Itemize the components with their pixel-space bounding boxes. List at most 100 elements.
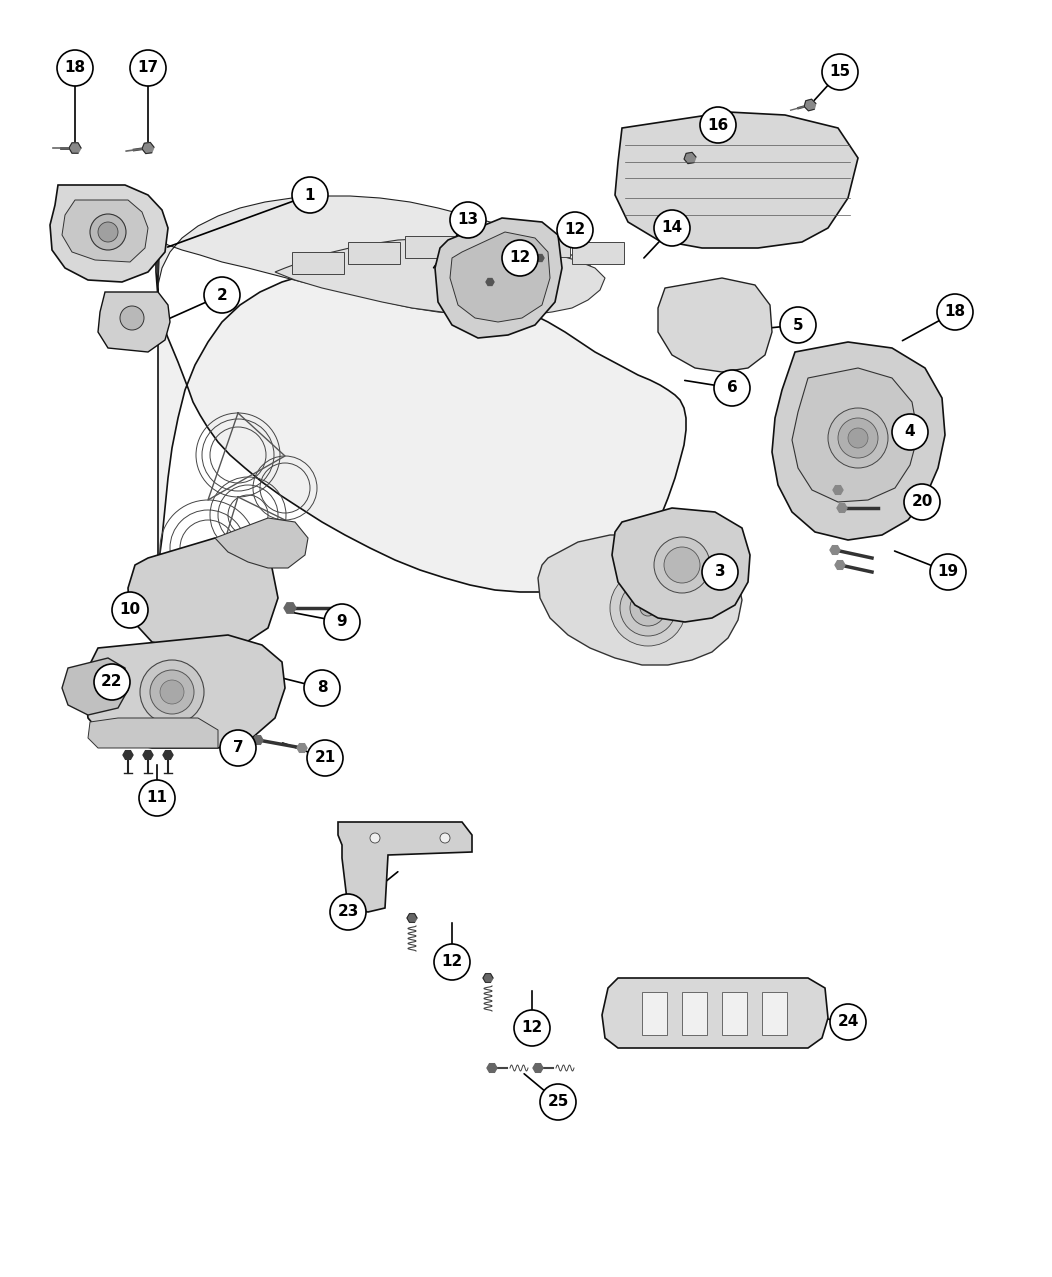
Text: 2: 2 bbox=[217, 287, 227, 303]
Text: 12: 12 bbox=[442, 954, 463, 969]
Polygon shape bbox=[88, 718, 218, 748]
Polygon shape bbox=[50, 185, 168, 282]
Circle shape bbox=[654, 209, 690, 246]
Circle shape bbox=[828, 407, 888, 467]
Polygon shape bbox=[156, 235, 686, 593]
Circle shape bbox=[930, 554, 966, 590]
Polygon shape bbox=[642, 992, 667, 1034]
Polygon shape bbox=[602, 978, 828, 1048]
Circle shape bbox=[640, 600, 656, 616]
Text: 13: 13 bbox=[458, 212, 479, 227]
Polygon shape bbox=[85, 635, 285, 748]
Circle shape bbox=[98, 222, 118, 243]
Circle shape bbox=[304, 670, 340, 706]
Text: 23: 23 bbox=[338, 904, 359, 919]
Polygon shape bbox=[275, 238, 605, 315]
Circle shape bbox=[676, 555, 720, 600]
Text: 16: 16 bbox=[707, 117, 729, 133]
Circle shape bbox=[830, 1004, 866, 1039]
Text: 15: 15 bbox=[829, 65, 851, 79]
Polygon shape bbox=[284, 603, 296, 613]
Text: 9: 9 bbox=[337, 614, 347, 630]
Text: 12: 12 bbox=[522, 1020, 543, 1036]
Circle shape bbox=[94, 664, 130, 700]
Polygon shape bbox=[837, 503, 847, 512]
Circle shape bbox=[160, 679, 184, 704]
Polygon shape bbox=[163, 751, 173, 760]
Circle shape bbox=[434, 944, 470, 979]
Text: 3: 3 bbox=[714, 564, 725, 580]
Polygon shape bbox=[338, 822, 472, 912]
Polygon shape bbox=[612, 508, 750, 622]
Text: 6: 6 bbox=[727, 381, 737, 396]
Text: 7: 7 bbox=[232, 741, 243, 756]
Polygon shape bbox=[450, 232, 550, 322]
Text: 18: 18 bbox=[64, 60, 85, 75]
Circle shape bbox=[90, 215, 126, 250]
Polygon shape bbox=[487, 1064, 497, 1073]
Polygon shape bbox=[215, 518, 308, 568]
Text: 24: 24 bbox=[837, 1014, 858, 1029]
Text: 18: 18 bbox=[945, 304, 966, 319]
Circle shape bbox=[822, 54, 858, 89]
Circle shape bbox=[204, 277, 240, 313]
Circle shape bbox=[307, 739, 343, 776]
Circle shape bbox=[700, 107, 736, 143]
Text: 12: 12 bbox=[509, 250, 530, 266]
Polygon shape bbox=[252, 736, 263, 744]
Polygon shape bbox=[483, 973, 493, 982]
Polygon shape bbox=[762, 992, 787, 1034]
Polygon shape bbox=[69, 143, 81, 153]
Circle shape bbox=[557, 212, 593, 248]
Text: 25: 25 bbox=[547, 1094, 569, 1110]
Circle shape bbox=[330, 894, 366, 930]
Polygon shape bbox=[533, 1064, 543, 1073]
Polygon shape bbox=[684, 152, 696, 163]
Polygon shape bbox=[833, 485, 843, 494]
Circle shape bbox=[838, 418, 878, 458]
Circle shape bbox=[664, 547, 700, 584]
Polygon shape bbox=[434, 218, 562, 338]
Text: 10: 10 bbox=[120, 603, 141, 618]
Circle shape bbox=[440, 833, 450, 843]
Text: 1: 1 bbox=[305, 188, 316, 203]
Polygon shape bbox=[62, 658, 128, 715]
Circle shape bbox=[57, 50, 93, 86]
Text: 20: 20 bbox=[911, 494, 933, 510]
Circle shape bbox=[714, 370, 750, 406]
Polygon shape bbox=[292, 252, 344, 275]
Polygon shape bbox=[538, 535, 742, 665]
Text: 12: 12 bbox=[564, 222, 586, 238]
Circle shape bbox=[514, 1010, 550, 1046]
Polygon shape bbox=[537, 254, 544, 262]
Circle shape bbox=[683, 563, 713, 593]
Circle shape bbox=[892, 414, 928, 450]
Polygon shape bbox=[486, 278, 494, 286]
Circle shape bbox=[139, 780, 175, 816]
Polygon shape bbox=[572, 243, 624, 264]
Text: 21: 21 bbox=[315, 751, 336, 765]
Circle shape bbox=[654, 538, 710, 593]
Polygon shape bbox=[772, 342, 945, 540]
Polygon shape bbox=[158, 195, 602, 315]
Circle shape bbox=[937, 294, 973, 329]
Circle shape bbox=[150, 670, 194, 714]
Polygon shape bbox=[835, 561, 845, 570]
Polygon shape bbox=[658, 278, 772, 372]
Polygon shape bbox=[142, 143, 154, 153]
Text: 22: 22 bbox=[101, 674, 123, 690]
Circle shape bbox=[370, 833, 380, 843]
Polygon shape bbox=[297, 743, 307, 752]
Polygon shape bbox=[462, 232, 514, 254]
Polygon shape bbox=[792, 368, 918, 502]
Text: 11: 11 bbox=[146, 790, 167, 806]
Circle shape bbox=[540, 1084, 576, 1120]
Polygon shape bbox=[98, 292, 170, 352]
Text: 8: 8 bbox=[317, 681, 327, 696]
Polygon shape bbox=[128, 538, 278, 653]
Circle shape bbox=[292, 178, 328, 213]
Polygon shape bbox=[405, 236, 457, 258]
Polygon shape bbox=[722, 992, 747, 1034]
Text: 17: 17 bbox=[138, 60, 159, 75]
Polygon shape bbox=[407, 913, 417, 922]
